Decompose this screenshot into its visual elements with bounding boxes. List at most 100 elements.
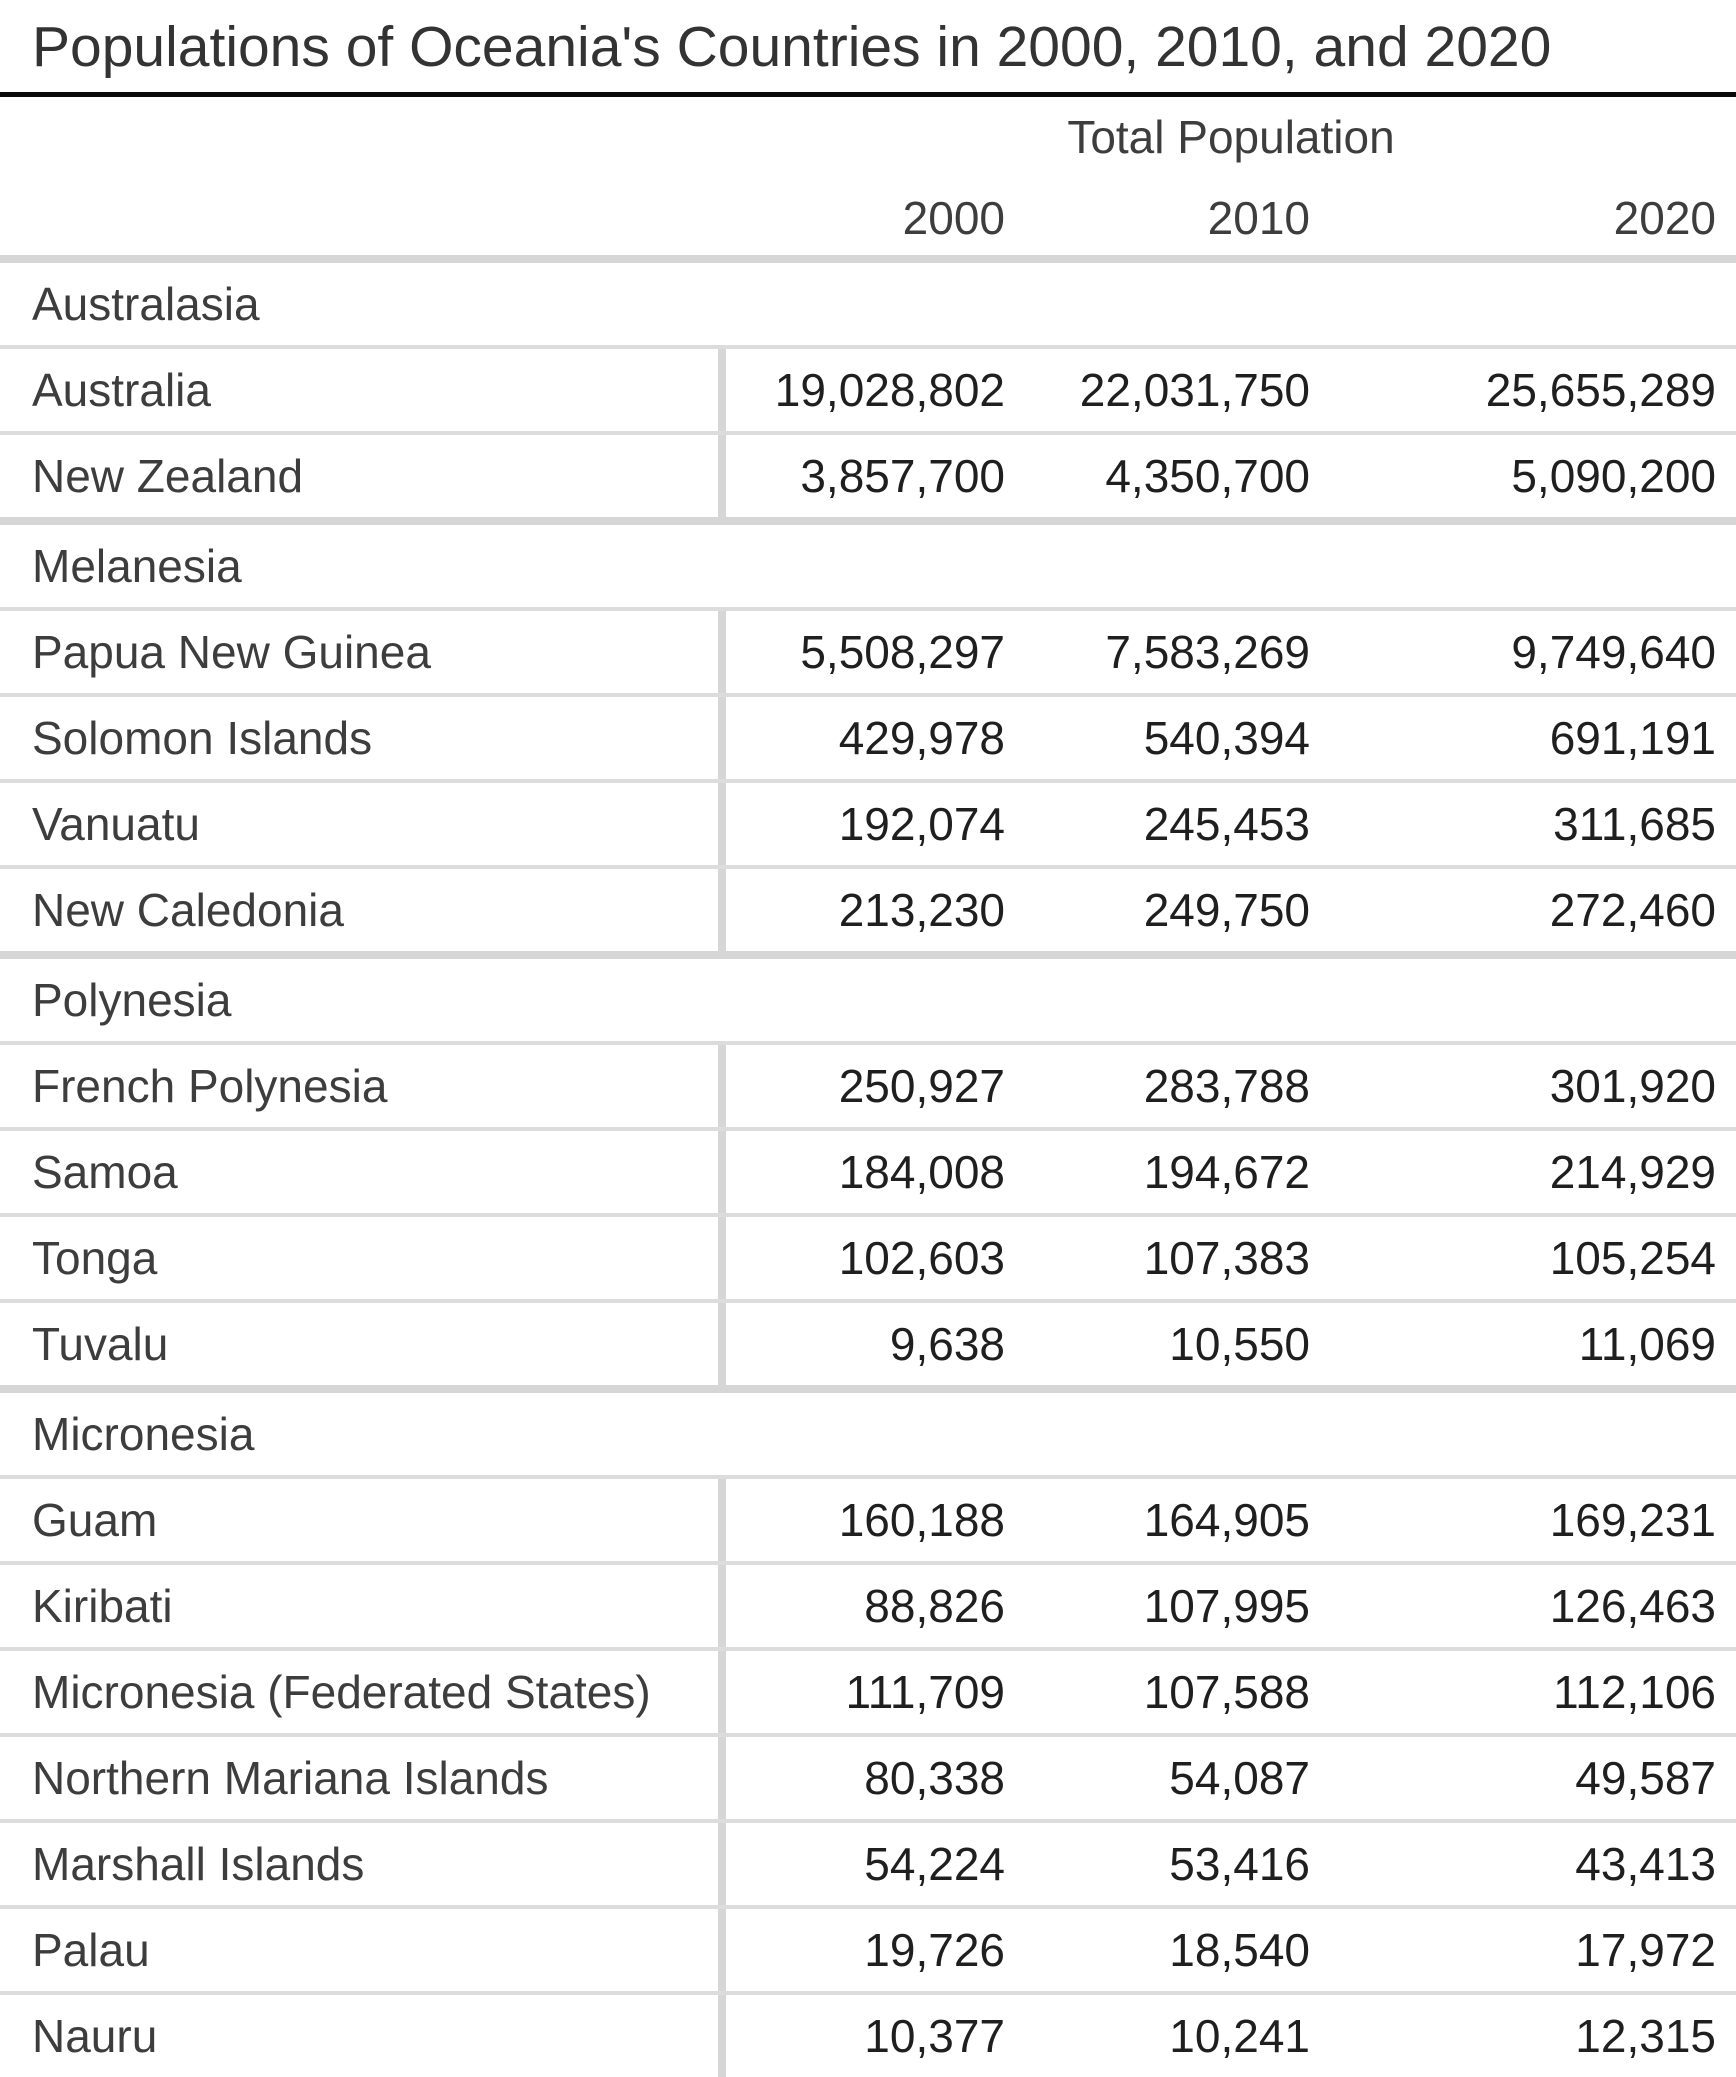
population-value-cell: 3,857,700 bbox=[800, 450, 1005, 502]
population-value-cell: 11,069 bbox=[1578, 1318, 1716, 1370]
population-value-cell: 22,031,750 bbox=[1079, 364, 1310, 416]
population-value-cell: 80,338 bbox=[864, 1752, 1005, 1804]
table-row: Nauru 10,377 10,241 12,315 bbox=[0, 1991, 1736, 2077]
population-value-cell: 53,416 bbox=[1169, 1838, 1310, 1890]
population-value-cell: 249,750 bbox=[1143, 884, 1310, 936]
section-header-row: Micronesia bbox=[0, 1385, 1736, 1475]
table-row: Vanuatu 192,074 245,453 311,685 bbox=[0, 779, 1736, 865]
population-value-cell: 19,028,802 bbox=[774, 364, 1005, 416]
section-header-row: Melanesia bbox=[0, 517, 1736, 607]
population-value-cell: 4,350,700 bbox=[1105, 450, 1310, 502]
table-title: Populations of Oceania's Countries in 20… bbox=[32, 15, 1552, 79]
year-header-row: 2000 2010 2020 bbox=[0, 169, 1736, 255]
population-value-cell: 7,583,269 bbox=[1105, 626, 1310, 678]
population-value-cell: 691,191 bbox=[1549, 712, 1716, 764]
population-value-cell: 214,929 bbox=[1549, 1146, 1716, 1198]
population-value-cell: 18,540 bbox=[1169, 1924, 1310, 1976]
population-value-cell: 245,453 bbox=[1143, 798, 1310, 850]
table-row: Guam 160,188 164,905 169,231 bbox=[0, 1475, 1736, 1561]
column-spanner-label: Total Population bbox=[1067, 111, 1395, 163]
population-value-cell: 107,588 bbox=[1143, 1666, 1310, 1718]
table-row: Samoa 184,008 194,672 214,929 bbox=[0, 1127, 1736, 1213]
year-header-2000: 2000 bbox=[902, 192, 1005, 244]
population-value-cell: 54,224 bbox=[864, 1838, 1005, 1890]
country-cell: New Caledonia bbox=[0, 869, 726, 951]
table-row: Kiribati 88,826 107,995 126,463 bbox=[0, 1561, 1736, 1647]
population-value-cell: 5,090,200 bbox=[1511, 450, 1716, 502]
year-header-2020: 2020 bbox=[1613, 192, 1716, 244]
population-value-cell: 540,394 bbox=[1143, 712, 1310, 764]
population-value-cell: 126,463 bbox=[1549, 1580, 1716, 1632]
country-cell: Tonga bbox=[0, 1217, 726, 1299]
country-cell: Vanuatu bbox=[0, 783, 726, 865]
table-row: New Zealand 3,857,700 4,350,700 5,090,200 bbox=[0, 431, 1736, 517]
population-value-cell: 107,995 bbox=[1143, 1580, 1310, 1632]
population-value-cell: 9,638 bbox=[889, 1318, 1005, 1370]
population-value-cell: 19,726 bbox=[864, 1924, 1005, 1976]
population-value-cell: 111,709 bbox=[845, 1666, 1005, 1718]
country-cell: Solomon Islands bbox=[0, 697, 726, 779]
country-cell: Australia bbox=[0, 349, 726, 431]
section-header-label: Polynesia bbox=[32, 974, 232, 1026]
table-row: Northern Mariana Islands 80,338 54,087 49,5… bbox=[0, 1733, 1736, 1819]
title-rule bbox=[0, 92, 1736, 97]
population-value-cell: 250,927 bbox=[838, 1060, 1005, 1112]
population-value-cell: 160,188 bbox=[838, 1494, 1005, 1546]
table-row: Marshall Islands 54,224 53,416 43,413 bbox=[0, 1819, 1736, 1905]
population-value-cell: 10,241 bbox=[1169, 2010, 1310, 2062]
population-value-cell: 102,603 bbox=[838, 1232, 1005, 1284]
population-value-cell: 164,905 bbox=[1143, 1494, 1310, 1546]
population-value-cell: 25,655,289 bbox=[1485, 364, 1716, 416]
table-row: Tuvalu 9,638 10,550 11,069 bbox=[0, 1299, 1736, 1385]
population-value-cell: 184,008 bbox=[838, 1146, 1005, 1198]
population-value-cell: 49,587 bbox=[1575, 1752, 1716, 1804]
section-header-label: Micronesia bbox=[32, 1408, 255, 1460]
table-row: Palau 19,726 18,540 17,972 bbox=[0, 1905, 1736, 1991]
population-value-cell: 54,087 bbox=[1169, 1752, 1310, 1804]
population-value-cell: 5,508,297 bbox=[800, 626, 1005, 678]
population-value-cell: 429,978 bbox=[838, 712, 1005, 764]
country-cell: Tuvalu bbox=[0, 1303, 726, 1385]
table-row: Micronesia (Federated States) 111,709 107,… bbox=[0, 1647, 1736, 1733]
population-value-cell: 194,672 bbox=[1143, 1146, 1310, 1198]
population-value-cell: 10,377 bbox=[864, 2010, 1005, 2062]
country-cell: New Zealand bbox=[0, 435, 726, 517]
country-cell: Micronesia (Federated States) bbox=[0, 1651, 726, 1733]
population-value-cell: 105,254 bbox=[1549, 1232, 1716, 1284]
population-value-cell: 10,550 bbox=[1169, 1318, 1310, 1370]
country-cell: Nauru bbox=[0, 1995, 726, 2077]
population-value-cell: 17,972 bbox=[1575, 1924, 1716, 1976]
population-value-cell: 12,315 bbox=[1575, 2010, 1716, 2062]
table-row: Australia 19,028,802 22,031,750 25,655,289 bbox=[0, 345, 1736, 431]
population-value-cell: 272,460 bbox=[1549, 884, 1716, 936]
population-value-cell: 213,230 bbox=[838, 884, 1005, 936]
country-cell: Kiribati bbox=[0, 1565, 726, 1647]
table-row: Tonga 102,603 107,383 105,254 bbox=[0, 1213, 1736, 1299]
table-row: French Polynesia 250,927 283,788 301,920 bbox=[0, 1041, 1736, 1127]
population-value-cell: 88,826 bbox=[864, 1580, 1005, 1632]
section-header-row: Australasia bbox=[0, 255, 1736, 345]
country-cell: French Polynesia bbox=[0, 1045, 726, 1127]
population-value-cell: 301,920 bbox=[1549, 1060, 1716, 1112]
table-body: Australasia Australia 19,028,802 22,031,750… bbox=[0, 255, 1736, 2077]
population-value-cell: 311,685 bbox=[1553, 798, 1716, 850]
population-value-cell: 192,074 bbox=[838, 798, 1005, 850]
population-value-cell: 9,749,640 bbox=[1511, 626, 1716, 678]
year-header-2010: 2010 bbox=[1207, 192, 1310, 244]
table-row: Papua New Guinea 5,508,297 7,583,269 9,749,… bbox=[0, 607, 1736, 693]
country-cell: Guam bbox=[0, 1479, 726, 1561]
section-header-label: Melanesia bbox=[32, 540, 242, 592]
country-cell: Marshall Islands bbox=[0, 1823, 726, 1905]
table-row: New Caledonia 213,230 249,750 272,460 bbox=[0, 865, 1736, 951]
table-row: Solomon Islands 429,978 540,394 691,191 bbox=[0, 693, 1736, 779]
population-value-cell: 112,106 bbox=[1553, 1666, 1716, 1718]
population-value-cell: 43,413 bbox=[1575, 1838, 1716, 1890]
year-header-spacer bbox=[0, 169, 726, 255]
population-value-cell: 283,788 bbox=[1143, 1060, 1310, 1112]
population-value-cell: 107,383 bbox=[1143, 1232, 1310, 1284]
country-cell: Samoa bbox=[0, 1131, 726, 1213]
country-cell: Papua New Guinea bbox=[0, 611, 726, 693]
country-cell: Palau bbox=[0, 1909, 726, 1991]
section-header-row: Polynesia bbox=[0, 951, 1736, 1041]
